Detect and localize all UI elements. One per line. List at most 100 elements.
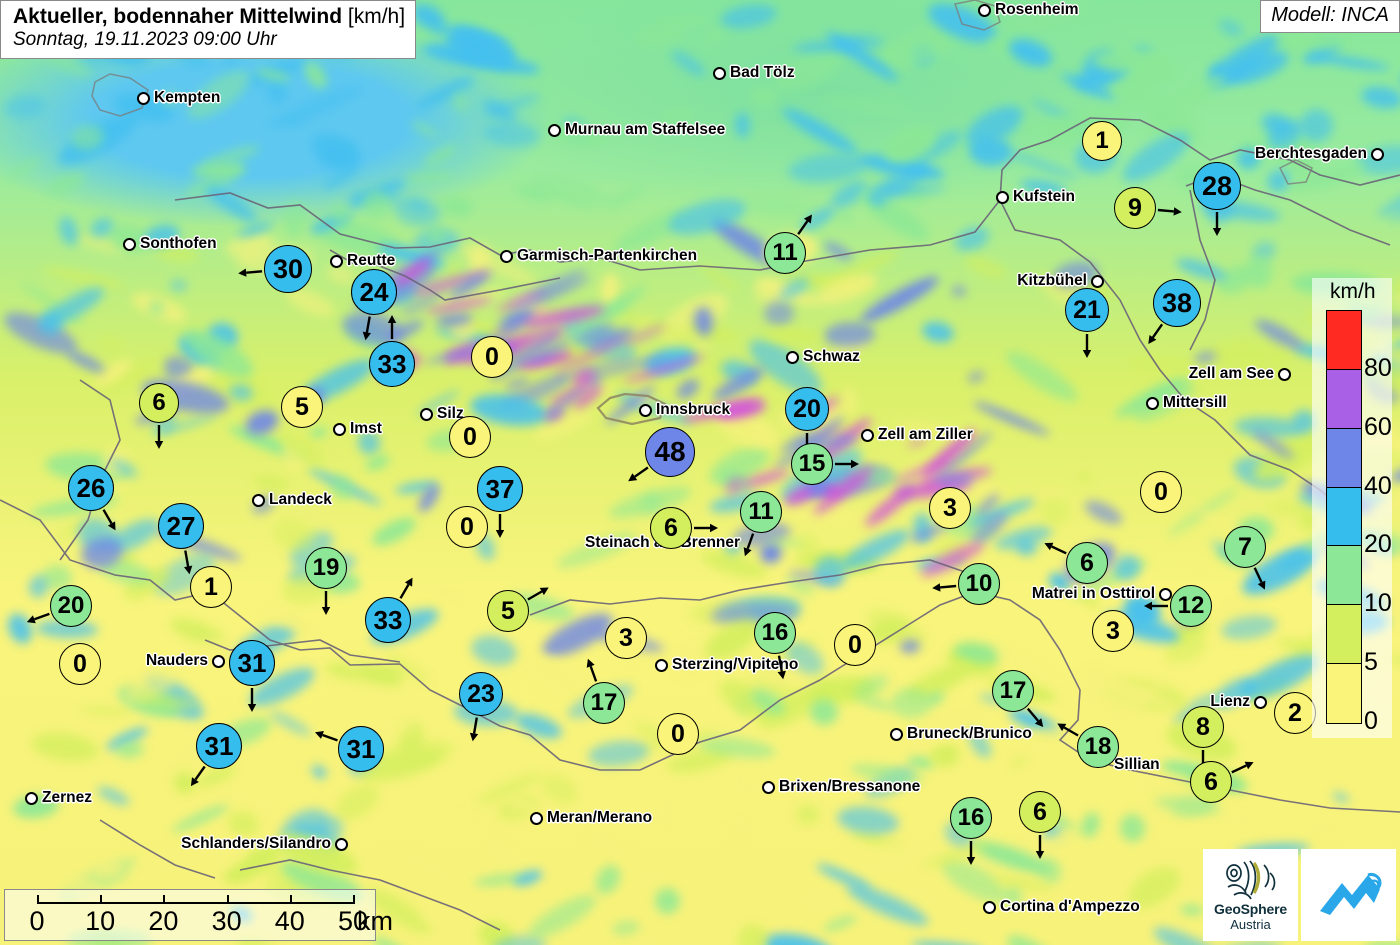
wind-station[interactable]: 31 xyxy=(190,723,242,787)
wind-speed-badge: 9 xyxy=(1114,187,1156,229)
wind-station[interactable]: 28 xyxy=(1193,162,1241,236)
wind-speed-value: 38 xyxy=(1161,287,1193,318)
wind-station[interactable]: 5 xyxy=(487,587,549,632)
wind-station[interactable]: 37 xyxy=(477,466,523,538)
wind-speed-value: 0 xyxy=(485,342,499,371)
wind-speed-value: 0 xyxy=(460,512,474,541)
wind-speed-value: 31 xyxy=(237,647,267,678)
wind-station[interactable]: 8 xyxy=(1182,706,1224,774)
wind-speed-value: 37 xyxy=(485,473,515,504)
wind-station[interactable]: 11 xyxy=(764,214,812,274)
wind-speed-badge: 24 xyxy=(351,269,397,315)
wind-station[interactable]: 0 xyxy=(471,336,513,378)
wind-speed-badge: 1 xyxy=(1082,121,1122,161)
wind-speed-badge: 11 xyxy=(740,491,782,533)
wind-station[interactable]: 31 xyxy=(315,726,384,772)
wind-station[interactable]: 20 xyxy=(26,585,92,627)
wind-station[interactable]: 11 xyxy=(740,491,782,557)
wind-station[interactable]: 12 xyxy=(1144,585,1212,627)
wind-station[interactable]: 6 xyxy=(1190,761,1254,803)
legend-tick: 0 xyxy=(1364,706,1378,735)
wind-station[interactable]: 26 xyxy=(68,465,116,531)
geosphere-logo-line2: Austria xyxy=(1230,916,1271,932)
wind-station[interactable]: 6 xyxy=(139,383,179,449)
wind-station[interactable]: 16 xyxy=(754,612,796,680)
wind-speed-value: 5 xyxy=(501,596,515,625)
scale-tick xyxy=(353,895,355,904)
wind-speed-value: 1 xyxy=(1095,127,1109,154)
wind-speed-value: 12 xyxy=(1177,592,1205,619)
wind-speed-value: 0 xyxy=(73,649,87,678)
wind-speed-badge: 6 xyxy=(1066,542,1108,584)
scale-bar: 0 10 20 30 40 50 km xyxy=(4,889,393,941)
wind-station[interactable]: 0 xyxy=(446,506,488,548)
wind-speed-value: 0 xyxy=(848,630,862,659)
wind-station[interactable]: 18 xyxy=(1057,723,1119,768)
scale-bar-line xyxy=(37,902,353,904)
wind-speed-badge: 6 xyxy=(650,507,692,549)
wind-speed-value: 6 xyxy=(664,513,678,542)
wind-speed-value: 19 xyxy=(312,554,340,581)
wind-station[interactable]: 10 xyxy=(932,563,1000,605)
wind-speed-value: 3 xyxy=(943,493,957,522)
wind-station[interactable]: 21 xyxy=(1065,288,1109,358)
wind-station[interactable]: 20 xyxy=(785,387,829,457)
wind-speed-badge: 31 xyxy=(196,723,242,769)
wind-speed-badge: 0 xyxy=(59,643,101,685)
wind-station[interactable]: 33 xyxy=(369,315,415,387)
wind-station[interactable]: 30 xyxy=(238,245,312,293)
wind-station[interactable]: 6 xyxy=(1019,791,1061,859)
wind-station[interactable]: 0 xyxy=(59,643,101,685)
wind-speed-badge: 3 xyxy=(929,487,971,529)
wind-station[interactable]: 33 xyxy=(365,577,413,643)
wind-speed-badge: 6 xyxy=(1190,761,1232,803)
wind-station[interactable]: 3 xyxy=(1092,610,1134,652)
wind-speed-value: 0 xyxy=(671,719,685,748)
wind-station[interactable]: 38 xyxy=(1148,279,1201,344)
wind-speed-badge: 10 xyxy=(958,563,1000,605)
wind-station[interactable]: 0 xyxy=(834,624,876,666)
wind-station[interactable]: 17 xyxy=(992,670,1044,727)
wind-station[interactable]: 48 xyxy=(628,427,695,482)
wind-station[interactable]: 23 xyxy=(459,672,503,742)
wind-station[interactable]: 0 xyxy=(1140,471,1182,513)
wind-speed-badge: 0 xyxy=(657,713,699,755)
wind-station[interactable]: 16 xyxy=(950,797,992,865)
wind-station[interactable]: 27 xyxy=(158,503,204,575)
title-unit: [km/h] xyxy=(347,5,406,28)
wind-speed-value: 6 xyxy=(1033,797,1047,826)
wind-station[interactable]: 3 xyxy=(605,617,647,659)
legend-unit-label: km/h xyxy=(1330,280,1376,303)
scale-label: 10 xyxy=(85,906,116,936)
legend-swatch xyxy=(1327,546,1361,606)
wind-station[interactable]: 2 xyxy=(1274,692,1316,734)
wind-station[interactable]: 7 xyxy=(1224,526,1266,590)
wind-speed-badge: 27 xyxy=(158,503,204,549)
wind-station[interactable]: 15 xyxy=(791,443,859,485)
wind-speed-value: 23 xyxy=(467,679,495,708)
wind-speed-value: 33 xyxy=(373,604,403,635)
wind-station[interactable]: 9 xyxy=(1114,187,1182,229)
wind-station[interactable]: 6 xyxy=(1044,542,1108,584)
wind-station[interactable]: 31 xyxy=(229,640,275,712)
scale-tick xyxy=(289,895,292,904)
wind-station[interactable]: 1 xyxy=(190,566,232,608)
wind-station[interactable]: 5 xyxy=(281,386,323,428)
wind-station[interactable]: 19 xyxy=(305,547,347,615)
scale-label: 30 xyxy=(211,906,242,936)
wind-station[interactable]: 3 xyxy=(929,487,971,529)
wind-station[interactable]: 1 xyxy=(1082,121,1122,161)
wind-station[interactable]: 0 xyxy=(449,416,491,458)
wind-speed-badge: 37 xyxy=(477,466,523,512)
wind-station[interactable]: 17 xyxy=(583,658,625,724)
wind-speed-badge: 15 xyxy=(791,443,833,485)
wind-station[interactable]: 0 xyxy=(657,713,699,755)
legend-tick: 80 xyxy=(1364,353,1392,382)
wind-speed-value: 27 xyxy=(166,510,196,541)
wind-station[interactable]: 24 xyxy=(351,269,397,341)
wind-station[interactable]: 6 xyxy=(650,507,718,549)
scale-label: 0 xyxy=(29,906,45,936)
wind-speed-badge: 17 xyxy=(992,670,1034,712)
wind-speed-value: 2 xyxy=(1288,698,1302,727)
